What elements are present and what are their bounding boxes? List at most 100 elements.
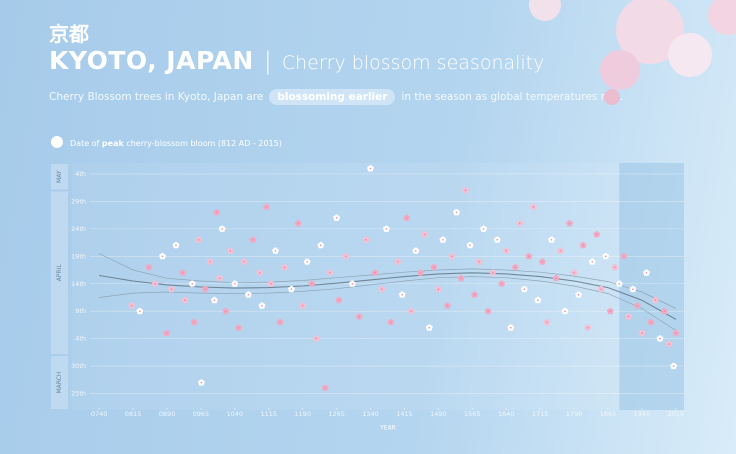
flower-center [358, 315, 360, 318]
blossom-point [457, 274, 465, 282]
blossom-point [661, 307, 668, 315]
petal [168, 286, 172, 291]
flower-center [283, 266, 286, 269]
title-line: KYOTO, JAPAN | Cherry blossom seasonalit… [49, 46, 709, 75]
petal [534, 297, 538, 302]
flower-center [279, 321, 281, 323]
blossom-point [475, 258, 483, 265]
blossom-point [333, 214, 340, 221]
flower-center [460, 277, 462, 280]
petal [593, 232, 597, 236]
flower-center [482, 228, 485, 230]
blossom-point [321, 384, 329, 392]
blossom-point [489, 269, 497, 276]
blossom-point [656, 335, 664, 342]
blossom-point [272, 247, 279, 254]
petal [267, 281, 272, 285]
flower-center [161, 255, 164, 258]
blossom-point [151, 280, 159, 287]
petal [606, 308, 611, 313]
petal [258, 303, 263, 307]
flower-center [243, 261, 245, 263]
blossom-point [597, 285, 605, 293]
blossom-point [159, 252, 166, 260]
y-tick-label: 24th [71, 225, 86, 233]
blossom-point [235, 324, 242, 331]
petal [128, 303, 132, 307]
flower-center [415, 250, 417, 252]
flower-center [446, 304, 449, 307]
blossom-point [335, 296, 343, 304]
petal [179, 270, 183, 274]
trend-line [98, 253, 677, 309]
flower-center [428, 326, 431, 329]
blossom-point [525, 252, 533, 260]
petal [222, 308, 226, 313]
flower-center [297, 222, 299, 225]
highlight-pill: blossoming earlier [269, 89, 396, 105]
x-tick-label: 1565 [464, 410, 481, 418]
petal [145, 265, 149, 269]
petal [457, 276, 462, 280]
legend-icon [51, 136, 63, 148]
flower-center [324, 387, 327, 389]
blossom-point [188, 280, 196, 287]
y-tick-label: 30th [71, 362, 86, 370]
petal [245, 292, 249, 296]
petal [557, 248, 561, 252]
flower-center [654, 299, 657, 301]
petal [444, 303, 448, 307]
blossom-point [557, 247, 564, 254]
description-text: Cherry Blossom trees in Kyoto, Japan are [49, 91, 264, 103]
blossom-point [416, 269, 424, 276]
petal [661, 308, 665, 313]
petal [312, 336, 317, 340]
petal [611, 265, 615, 269]
flower-center [604, 255, 607, 258]
x-tick-label: 2015 [668, 410, 685, 418]
flower-center [184, 299, 186, 301]
blossom-point [218, 225, 226, 232]
petal [235, 325, 239, 329]
flower-center [537, 299, 539, 301]
blossom-point [634, 302, 641, 309]
flower-center [668, 343, 670, 345]
flower-center [555, 277, 557, 280]
blossom-point [421, 231, 429, 238]
petal [475, 259, 480, 263]
blossom-point [317, 241, 325, 249]
blossom-point [387, 318, 395, 326]
blossom-point [507, 324, 515, 331]
flower-center [510, 326, 512, 329]
petal [202, 286, 206, 291]
flower-center [215, 211, 218, 214]
blossom-point [294, 220, 302, 227]
blossom-point [303, 258, 311, 265]
flower-center [568, 222, 571, 225]
flower-center [306, 261, 308, 263]
flower-center [519, 222, 521, 225]
petal [597, 286, 602, 291]
blossom-point [548, 236, 555, 243]
petal [218, 226, 223, 231]
blossom-point [198, 379, 205, 386]
header: 京都 KYOTO, JAPAN | Cherry blossom seasona… [49, 22, 709, 105]
petal [548, 237, 552, 241]
blossom-point [206, 258, 214, 265]
petal [615, 281, 620, 285]
flower-center [252, 239, 254, 241]
petal [281, 265, 285, 269]
blossom-point [216, 274, 223, 282]
flower-center [641, 332, 643, 334]
flower-center [204, 288, 207, 290]
blossom-point [407, 307, 415, 315]
flower-center [614, 266, 616, 269]
blossom-point [516, 220, 524, 227]
x-tick-label: 1190 [294, 410, 311, 418]
petal [421, 232, 425, 236]
blossom-point [288, 285, 295, 293]
blossom-point [502, 247, 510, 254]
blossom-point [471, 291, 478, 298]
blossom-point [511, 263, 519, 271]
